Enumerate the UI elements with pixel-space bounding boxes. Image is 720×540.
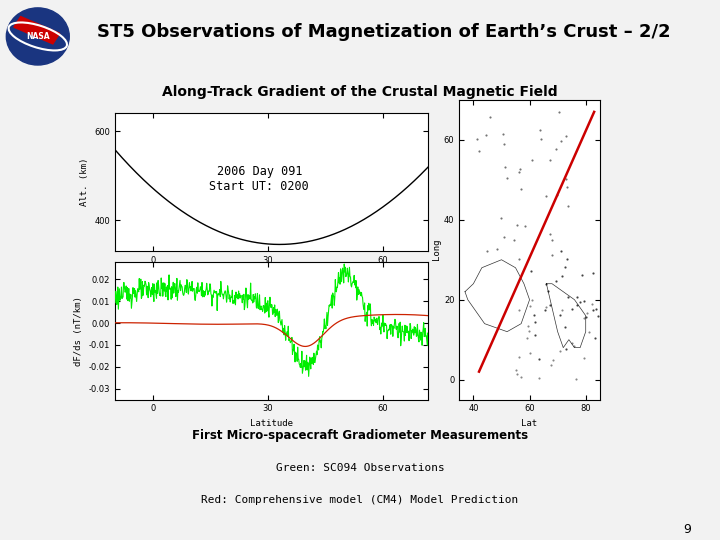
Text: Along-Track Gradient of the Crustal Magnetic Field: Along-Track Gradient of the Crustal Magn… <box>162 85 558 99</box>
X-axis label: Latitude: Latitude <box>251 271 293 280</box>
X-axis label: Lat: Lat <box>521 419 538 428</box>
X-axis label: Latitude: Latitude <box>251 419 293 428</box>
Text: ST5 Observations of Magnetization of Earth’s Crust – 2/2: ST5 Observations of Magnetization of Ear… <box>97 23 671 40</box>
Text: Green: SC094 Observations: Green: SC094 Observations <box>276 463 444 472</box>
Text: NASA: NASA <box>26 32 50 41</box>
Y-axis label: dF/ds (nT/km): dF/ds (nT/km) <box>74 296 84 366</box>
Text: First Micro-spacecraft Gradiometer Measurements: First Micro-spacecraft Gradiometer Measu… <box>192 429 528 442</box>
Circle shape <box>6 8 69 65</box>
Y-axis label: Long: Long <box>432 239 441 260</box>
Polygon shape <box>14 17 60 44</box>
Text: 2006 Day 091
Start UT: 0200: 2006 Day 091 Start UT: 0200 <box>210 165 309 193</box>
Y-axis label: Alt. (km): Alt. (km) <box>80 158 89 206</box>
Text: Red: Comprehensive model (CM4) Model Prediction: Red: Comprehensive model (CM4) Model Pre… <box>202 495 518 505</box>
Text: 9: 9 <box>683 523 691 536</box>
